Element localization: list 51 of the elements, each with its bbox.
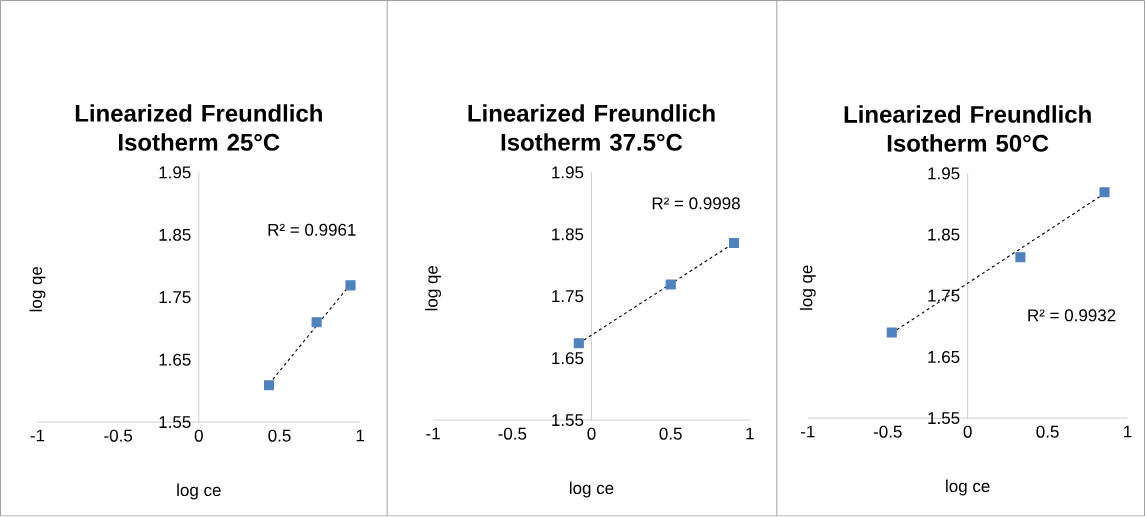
x-tick-label: 0 xyxy=(587,427,596,440)
x-tick-label: 1 xyxy=(746,427,754,440)
y-tick-label: 1.55 xyxy=(159,416,191,429)
y-axis-title: log qe xyxy=(425,266,442,311)
y-tick-label: 1.65 xyxy=(928,351,960,364)
point xyxy=(1015,252,1026,263)
annotation: R² = 0.9932 xyxy=(1028,309,1116,322)
point xyxy=(311,317,322,328)
y-axis-title: log qe xyxy=(799,265,816,310)
y-tick-label: 1.95 xyxy=(928,167,960,180)
y-tick-label: 1.75 xyxy=(159,291,191,304)
x-tick-label: -1 xyxy=(801,425,815,438)
annotation: R² = 0.9961 xyxy=(268,224,356,237)
x-axis-title: log ce xyxy=(569,481,614,498)
y-tick-label: 1.75 xyxy=(552,290,584,303)
x-tick-label: 0 xyxy=(963,425,972,438)
point xyxy=(573,338,584,349)
x-axis-title: log ce xyxy=(946,479,990,496)
chart-title: Linearized Freundlich Isotherm 25°C xyxy=(75,104,322,152)
y-tick-label: 1.85 xyxy=(552,228,584,241)
x-tick-label: 0 xyxy=(194,429,203,442)
y-tick-label: 1.55 xyxy=(552,414,584,427)
x-tick-label: 0.5 xyxy=(268,429,291,442)
point xyxy=(886,327,897,338)
x-tick-label: 1 xyxy=(1124,425,1132,438)
point xyxy=(263,380,275,391)
x-tick-label: -0.5 xyxy=(498,427,527,440)
x-tick-label: -0.5 xyxy=(104,429,133,442)
x-tick-label: 1 xyxy=(356,429,365,442)
y-tick-label: 1.95 xyxy=(159,166,191,179)
y-tick-label: 1.85 xyxy=(159,229,191,242)
y-tick-label: 1.65 xyxy=(552,352,584,365)
y-tick-label: 1.75 xyxy=(928,290,960,302)
point xyxy=(345,280,356,291)
chart-title: Linearized Freundlich Isotherm 37.5°C xyxy=(468,104,715,152)
x-tick-label: 0.5 xyxy=(659,427,682,440)
chart-title: Linearized Freundlich Isotherm 50°C xyxy=(844,105,1091,153)
x-tick-label: 0.5 xyxy=(1036,425,1059,438)
y-tick-label: 1.85 xyxy=(928,228,960,241)
x-tick-label: -1 xyxy=(426,427,440,440)
y-tick-label: 1.95 xyxy=(552,166,584,179)
y-tick-label: 1.65 xyxy=(159,353,191,366)
annotation: R² = 0.9998 xyxy=(652,197,740,210)
point xyxy=(665,279,676,290)
y-tick-label: 1.55 xyxy=(928,412,960,425)
y-axis-title: log qe xyxy=(29,267,46,312)
point xyxy=(1099,187,1110,198)
x-tick-label: -1 xyxy=(30,429,45,442)
x-axis-title: log ce xyxy=(177,483,221,500)
point xyxy=(728,238,740,249)
x-tick-label: -0.5 xyxy=(873,425,902,438)
